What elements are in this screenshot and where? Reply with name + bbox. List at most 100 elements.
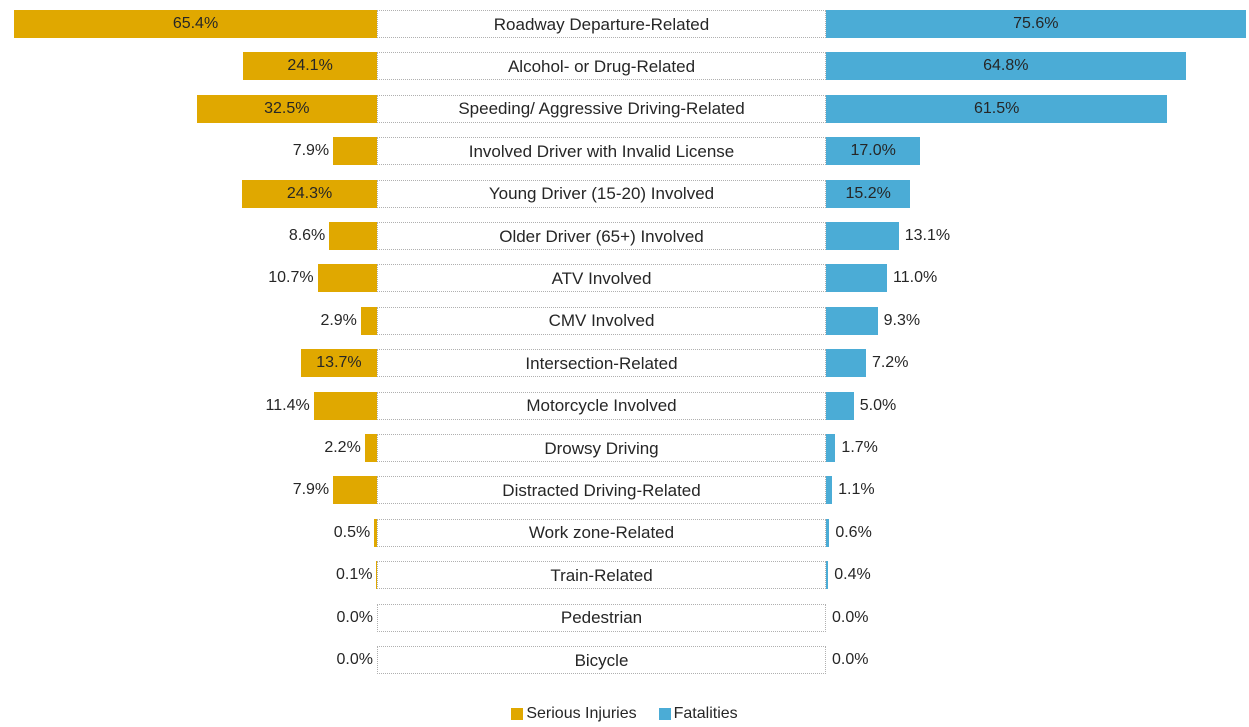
value-label: 64.8%: [983, 57, 1029, 75]
legend-swatch: [658, 708, 671, 720]
bar: [333, 137, 377, 166]
value-label: 0.4%: [834, 566, 871, 584]
category-box: CMV Involved: [377, 306, 826, 335]
category-label: Work zone-Related: [528, 523, 675, 543]
bar: [826, 10, 1246, 38]
value-label: 7.9%: [292, 481, 330, 499]
category-label: Train-Related: [550, 565, 653, 585]
bar: [376, 561, 377, 590]
category-box: ATV Involved: [377, 264, 826, 293]
bar: [826, 306, 878, 335]
category-box: Young Driver (15-20) Involved: [377, 179, 826, 208]
bar: [14, 10, 377, 38]
bar: [826, 434, 836, 462]
category-box: Bicycle: [377, 646, 826, 674]
category-label: CMV Involved: [548, 311, 655, 331]
value-label: 10.7%: [268, 269, 314, 287]
category-label: Bicycle: [574, 650, 629, 670]
bar: [313, 391, 377, 420]
category-label: Alcohol- or Drug-Related: [507, 56, 696, 76]
category-label: Roadway Departure-Related: [493, 14, 710, 34]
bar: [360, 306, 377, 335]
value-label: 15.2%: [845, 184, 891, 202]
bar: [826, 52, 1186, 81]
bar: [826, 391, 854, 420]
bar: [826, 264, 888, 293]
category-label: Involved Driver with Invalid License: [468, 141, 735, 161]
bar: [826, 476, 833, 505]
value-label: 2.9%: [320, 311, 357, 329]
value-label: 2.2%: [324, 439, 361, 456]
value-label: 5.0%: [859, 396, 897, 414]
value-label: 75.6%: [1013, 15, 1059, 32]
legend-label: Fatalities: [673, 705, 738, 722]
category-label: ATV Involved: [551, 268, 652, 288]
value-label: 0.0%: [832, 651, 869, 668]
legend-item: Serious Injuries: [511, 705, 637, 723]
value-label: 0.6%: [835, 523, 872, 541]
category-box: Speeding/ Aggressive Driving-Related: [377, 94, 826, 123]
value-label: 1.7%: [841, 439, 878, 456]
category-box: Older Driver (65+) Involved: [377, 222, 826, 250]
category-label: Speeding/ Aggressive Driving-Related: [458, 99, 745, 119]
value-label: 0.1%: [335, 566, 373, 584]
value-label: 9.3%: [883, 311, 921, 329]
category-box: Alcohol- or Drug-Related: [377, 52, 826, 81]
category-box: Train-Related: [377, 561, 826, 590]
value-label: 1.1%: [838, 481, 875, 499]
category-box: Involved Driver with Invalid License: [377, 137, 826, 166]
bar: [374, 518, 377, 547]
category-label: Motorcycle Involved: [526, 396, 677, 416]
value-label: 61.5%: [973, 99, 1020, 117]
value-label: 13.1%: [904, 227, 951, 244]
category-box: Work zone-Related: [377, 518, 826, 547]
value-label: 65.4%: [172, 15, 219, 32]
value-label: 11.0%: [893, 269, 938, 287]
value-label: 17.0%: [850, 142, 896, 160]
category-box: Roadway Departure-Related: [377, 10, 826, 38]
value-label: 0.0%: [832, 608, 869, 626]
bar: [826, 137, 921, 166]
category-label: Distracted Driving-Related: [502, 480, 701, 500]
category-label: Older Driver (65+) Involved: [499, 226, 704, 246]
legend-label: Serious Injuries: [526, 705, 637, 722]
bar: [333, 476, 377, 505]
value-label: 0.0%: [336, 608, 373, 626]
bar: [364, 434, 377, 462]
category-label: Young Driver (15-20) Involved: [488, 184, 715, 204]
category-box: Distracted Driving-Related: [377, 476, 826, 505]
value-label: 32.5%: [264, 99, 310, 117]
category-box: Pedestrian: [377, 603, 826, 632]
value-label: 11.4%: [265, 396, 310, 414]
bar: [826, 179, 911, 208]
legend: Serious Injuries Fatalities: [0, 705, 1249, 723]
legend-swatch: [511, 708, 524, 720]
bar: [243, 52, 377, 81]
value-label: 8.6%: [288, 227, 326, 244]
bar: [826, 561, 829, 590]
bar: [317, 264, 377, 293]
value-label: 0.5%: [333, 523, 371, 541]
bar: [826, 349, 866, 378]
bar: [826, 94, 1168, 123]
value-label: 7.9%: [292, 142, 330, 160]
value-label: 13.7%: [316, 354, 362, 372]
legend-item: Fatalities: [658, 705, 738, 723]
value-label: 0.0%: [336, 651, 373, 668]
category-box: Drowsy Driving: [377, 434, 826, 462]
value-label: 24.3%: [286, 184, 333, 202]
bar: [826, 222, 899, 250]
bar: [242, 179, 377, 208]
category-box: Intersection-Related: [377, 349, 826, 378]
bar: [329, 222, 377, 250]
value-label: 7.2%: [871, 354, 909, 372]
category-label: Pedestrian: [560, 608, 643, 628]
bar: [196, 94, 377, 123]
bar: [826, 518, 830, 547]
category-label: Intersection-Related: [525, 353, 678, 373]
bar: [300, 349, 377, 378]
value-label: 24.1%: [287, 57, 333, 75]
category-label: Drowsy Driving: [544, 438, 659, 458]
category-box: Motorcycle Involved: [377, 391, 826, 420]
